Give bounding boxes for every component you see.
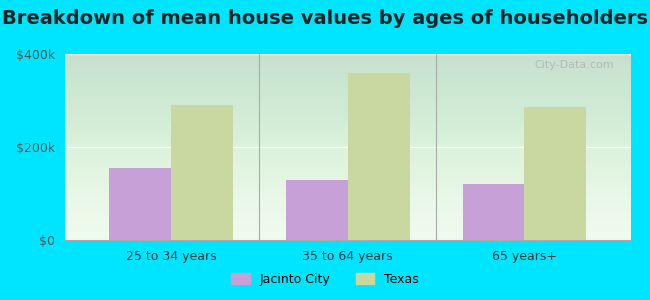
Text: Breakdown of mean house values by ages of householders: Breakdown of mean house values by ages o… <box>2 9 648 28</box>
Bar <box>348 73 410 240</box>
Bar <box>463 184 525 240</box>
Legend: Jacinto City, Texas: Jacinto City, Texas <box>226 268 424 291</box>
Bar <box>171 105 233 240</box>
Text: City-Data.com: City-Data.com <box>534 60 614 70</box>
Bar <box>525 107 586 240</box>
Bar <box>109 168 171 240</box>
Bar <box>286 179 348 240</box>
